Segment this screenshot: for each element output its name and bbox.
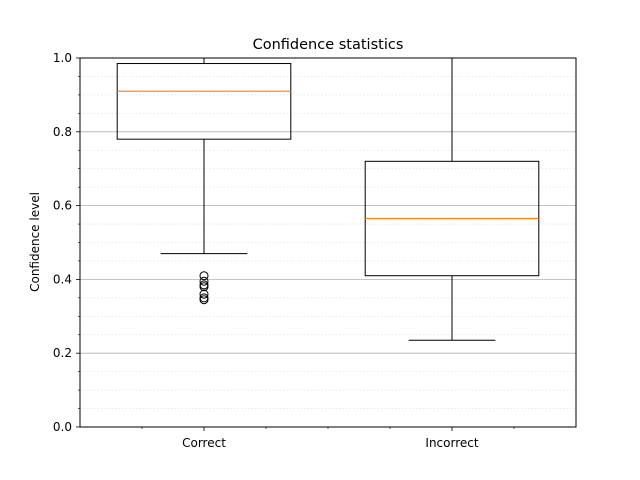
box-incorrect (364, 57, 540, 341)
x-tick-label: Incorrect (425, 436, 478, 450)
outlier-point (199, 282, 209, 292)
y-tick-label: 1.0 (53, 51, 72, 65)
y-tick-label: 0.6 (53, 199, 72, 213)
ticks: 0.0 0.2 0.4 0.6 0.8 1.0 Correct Incorrect (53, 51, 515, 450)
y-tick-label: 0.4 (53, 272, 72, 286)
outlier-point (199, 276, 209, 286)
chart-title: Confidence statistics (253, 37, 404, 53)
y-axis-label: Confidence level (28, 192, 42, 292)
outlier-point (199, 289, 209, 299)
box-iqr (116, 63, 292, 140)
y-tick-label: 0.0 (53, 420, 72, 434)
y-tick-label: 0.2 (53, 346, 72, 360)
outlier-point (199, 295, 209, 305)
outlier-point (199, 271, 209, 281)
grid (80, 76, 576, 409)
x-tick-label: Correct (182, 436, 226, 450)
y-tick-label: 0.8 (53, 125, 72, 139)
